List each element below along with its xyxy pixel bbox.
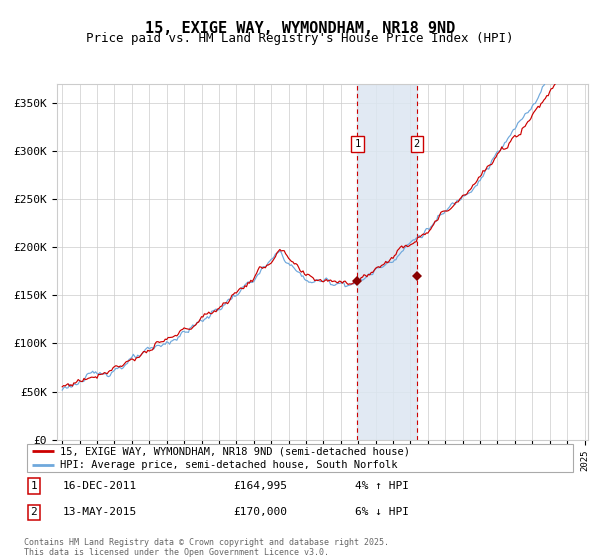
Text: 2: 2 <box>414 138 420 148</box>
Text: 1: 1 <box>31 481 37 491</box>
Text: 16-DEC-2011: 16-DEC-2011 <box>62 481 137 491</box>
Text: Price paid vs. HM Land Registry's House Price Index (HPI): Price paid vs. HM Land Registry's House … <box>86 32 514 45</box>
Text: 15, EXIGE WAY, WYMONDHAM, NR18 9ND: 15, EXIGE WAY, WYMONDHAM, NR18 9ND <box>145 21 455 36</box>
Text: 13-MAY-2015: 13-MAY-2015 <box>62 507 137 517</box>
Text: 6% ↓ HPI: 6% ↓ HPI <box>355 507 409 517</box>
Text: 1: 1 <box>355 138 361 148</box>
Bar <box>358 84 417 440</box>
FancyBboxPatch shape <box>27 444 573 472</box>
Text: 2: 2 <box>31 507 37 517</box>
Text: 15, EXIGE WAY, WYMONDHAM, NR18 9ND (semi-detached house): 15, EXIGE WAY, WYMONDHAM, NR18 9ND (semi… <box>60 446 410 456</box>
Text: HPI: Average price, semi-detached house, South Norfolk: HPI: Average price, semi-detached house,… <box>60 460 397 470</box>
Text: 4% ↑ HPI: 4% ↑ HPI <box>355 481 409 491</box>
Text: £164,995: £164,995 <box>234 481 288 491</box>
Text: Contains HM Land Registry data © Crown copyright and database right 2025.
This d: Contains HM Land Registry data © Crown c… <box>24 538 389 557</box>
Text: £170,000: £170,000 <box>234 507 288 517</box>
